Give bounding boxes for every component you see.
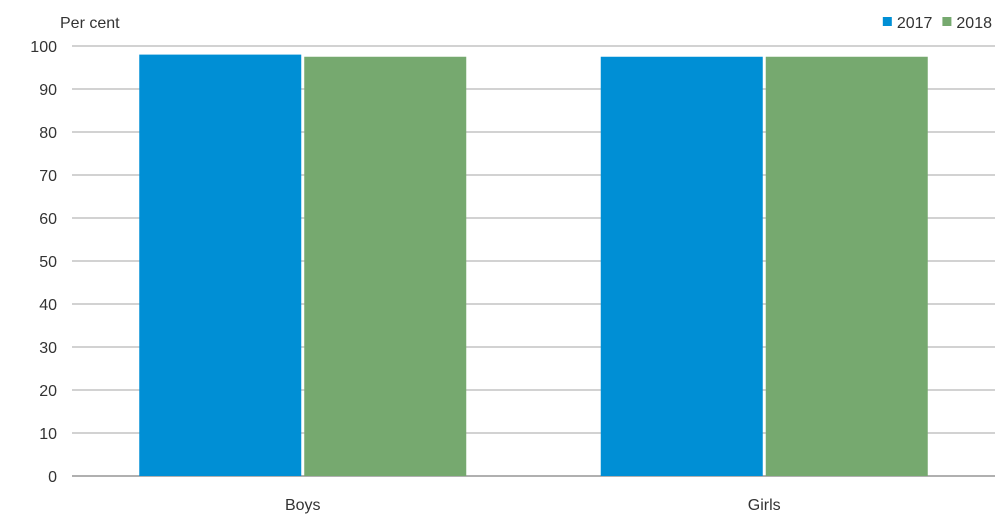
- y-tick-label: 60: [39, 211, 57, 228]
- bar-boys-2017: [139, 54, 302, 476]
- y-tick-label: 30: [39, 340, 57, 357]
- y-axis-unit-label: Per cent: [60, 15, 120, 32]
- x-category-label: Boys: [285, 497, 321, 514]
- legend: 2018 2017: [882, 15, 992, 32]
- legend-label-2017: 2017: [897, 15, 933, 32]
- bar-girls-2017: [600, 56, 763, 476]
- y-tick-label: 40: [39, 297, 57, 314]
- y-tick-label: 10: [39, 426, 57, 443]
- x-axis-categories: Boys Girls: [285, 497, 781, 514]
- y-tick-label: 50: [39, 254, 57, 271]
- x-category-label: Girls: [748, 497, 781, 514]
- y-tick-label: 0: [48, 469, 57, 486]
- legend-swatch-2018: [942, 17, 952, 26]
- y-tick-label: 80: [39, 125, 57, 142]
- y-axis-ticks: 0 10 20 30 40 50 60 70 80 90 100: [30, 39, 57, 486]
- bar-girls-2018: [765, 56, 928, 476]
- y-tick-label: 70: [39, 168, 57, 185]
- y-tick-label: 100: [30, 39, 57, 56]
- y-tick-label: 90: [39, 82, 57, 99]
- legend-swatch-2017: [882, 17, 892, 26]
- bar-boys-2018: [304, 56, 467, 476]
- legend-label-2018: 2018: [956, 15, 992, 32]
- y-tick-label: 20: [39, 383, 57, 400]
- bars: [139, 54, 928, 476]
